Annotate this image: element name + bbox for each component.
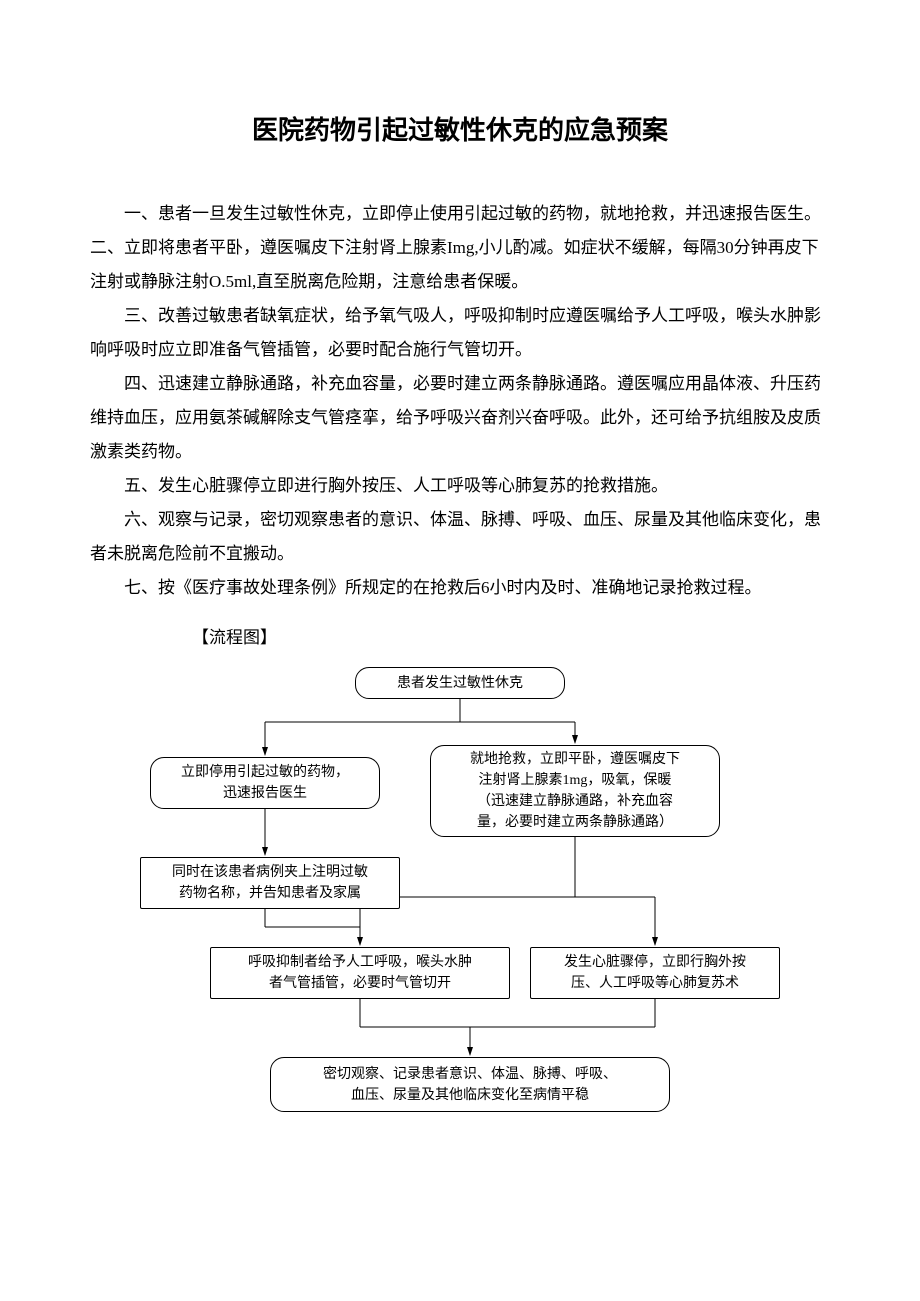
doc-title: 医院药物引起过敏性休克的应急预案 xyxy=(90,110,830,147)
para-3: 三、改善过敏患者缺氧症状，给予氧气吸人，呼吸抑制时应遵医嘱给予人工呼吸，喉头水肿… xyxy=(90,299,830,367)
flow-node-notify: 同时在该患者病例夹上注明过敏药物名称，并告知患者及家属 xyxy=(140,857,400,909)
flow-node-cpr: 发生心脏骤停，立即行胸外按压、人工呼吸等心肺复苏术 xyxy=(530,947,780,999)
para-2: 二、立即将患者平卧，遵医嘱皮下注射肾上腺素Img,小儿酌减。如症状不缓解，每隔3… xyxy=(90,231,830,299)
flowchart-label: 【流程图】 xyxy=(90,621,830,655)
flowchart: 患者发生过敏性休克 立即停用引起过敏的药物，迅速报告医生 就地抢救，立即平卧，遵… xyxy=(140,667,780,1147)
para-6: 六、观察与记录，密切观察患者的意识、体温、脉搏、呼吸、血压、尿量及其他临床变化，… xyxy=(90,503,830,571)
para-4: 四、迅速建立静脉通路，补充血容量，必要时建立两条静脉通路。遵医嘱应用晶体液、升压… xyxy=(90,367,830,469)
flow-node-rescue: 就地抢救，立即平卧，遵医嘱皮下注射肾上腺素1mg，吸氧，保暖（迅速建立静脉通路，… xyxy=(430,745,720,837)
flow-node-respiration: 呼吸抑制者给予人工呼吸，喉头水肿者气管插管，必要时气管切开 xyxy=(210,947,510,999)
para-7: 七、按《医疗事故处理条例》所规定的在抢救后6小时内及时、准确地记录抢救过程。 xyxy=(90,571,830,605)
flow-node-start: 患者发生过敏性休克 xyxy=(355,667,565,699)
doc-body: 一、患者一旦发生过敏性休克，立即停止使用引起过敏的药物，就地抢救，并迅速报告医生… xyxy=(90,197,830,655)
para-1: 一、患者一旦发生过敏性休克，立即停止使用引起过敏的药物，就地抢救，并迅速报告医生… xyxy=(90,197,830,231)
para-5: 五、发生心脏骤停立即进行胸外按压、人工呼吸等心肺复苏的抢救措施。 xyxy=(90,469,830,503)
flow-node-observe: 密切观察、记录患者意识、体温、脉搏、呼吸、血压、尿量及其他临床变化至病情平稳 xyxy=(270,1057,670,1112)
flowchart-container: 患者发生过敏性休克 立即停用引起过敏的药物，迅速报告医生 就地抢救，立即平卧，遵… xyxy=(90,667,830,1147)
flow-node-stop-drug: 立即停用引起过敏的药物，迅速报告医生 xyxy=(150,757,380,809)
